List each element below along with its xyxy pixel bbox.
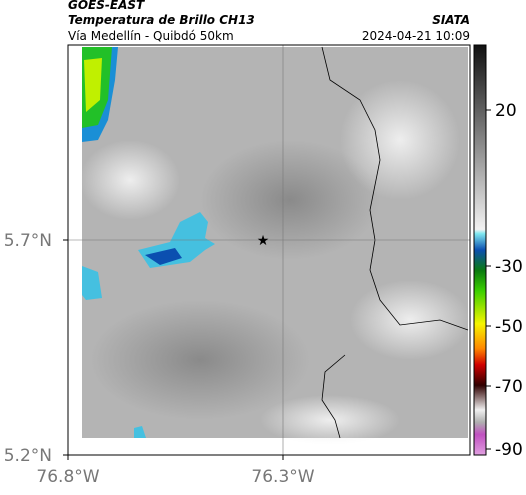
colorbar-label: -30 xyxy=(495,257,523,277)
svg-text:★: ★ xyxy=(257,233,270,249)
colorbar-label: -50 xyxy=(495,317,523,337)
source: SIATA xyxy=(432,13,470,27)
subtitle: Temperatura de Brillo CH13 xyxy=(68,13,255,27)
lon-label: 76.8°W xyxy=(36,467,99,487)
datetime: 2024-04-21 10:09 xyxy=(362,29,470,43)
colorbar xyxy=(473,44,487,456)
lat-label: 5.2°N xyxy=(4,446,52,466)
lon-label: 76.3°W xyxy=(251,467,314,487)
colorbar-label: -90 xyxy=(495,440,523,460)
satellite-image: ★ xyxy=(67,44,471,456)
colorbar-label: 20 xyxy=(495,101,517,121)
colorbar-label: -70 xyxy=(495,377,523,397)
location: Vía Medellín - Quibdó 50km xyxy=(68,29,234,43)
title: GOES-EAST xyxy=(68,0,145,12)
lat-label: 5.7°N xyxy=(4,231,52,251)
